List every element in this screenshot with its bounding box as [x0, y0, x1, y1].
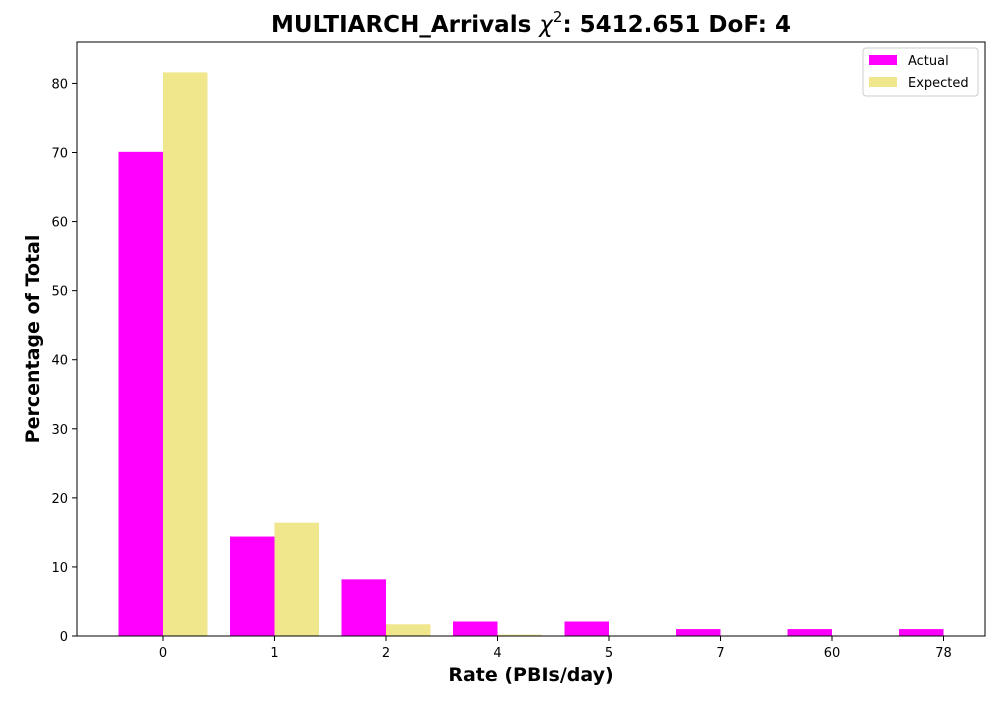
x-tick-label: 1	[270, 646, 278, 661]
bar-expected-0	[163, 72, 208, 636]
bar-actual-0	[118, 151, 163, 636]
legend-swatch-expected	[869, 77, 897, 87]
legend-label-actual: Actual	[908, 54, 949, 69]
bar-actual-4	[453, 621, 498, 636]
x-axis-label: Rate (PBIs/day)	[448, 664, 613, 686]
y-tick-label: 0	[60, 630, 68, 645]
legend-swatch-actual	[869, 55, 897, 65]
x-tick-label: 0	[159, 646, 167, 661]
y-tick-label: 40	[51, 354, 68, 369]
chart-title: MULTIARCH_Arrivals χ2: 5412.651 DoF: 4	[271, 8, 791, 38]
y-tick-label: 50	[51, 285, 68, 300]
y-axis-label: Percentage of Total	[22, 235, 44, 444]
bar-actual-60	[787, 629, 832, 636]
x-tick-label: 2	[382, 646, 390, 661]
bar-actual-5	[564, 621, 609, 636]
plot-frame	[76, 41, 986, 637]
x-tick-label: 78	[935, 646, 952, 661]
bar-expected-4	[497, 634, 542, 636]
y-tick-label: 60	[51, 216, 68, 231]
bar-expected-2	[386, 624, 431, 636]
ticks-layer: 0 1 2 4 5 7 60 78 0 10 20 30 40 50 60 70 80	[51, 77, 951, 661]
x-tick-label: 4	[493, 646, 501, 661]
y-tick-label: 10	[51, 561, 68, 576]
y-tick-label: 20	[51, 492, 68, 507]
y-tick-label: 30	[51, 423, 68, 438]
bar-actual-78	[899, 629, 944, 636]
bar-expected-1	[274, 522, 319, 636]
bar-actual-1	[230, 536, 275, 636]
bar-actual-7	[676, 629, 721, 636]
y-tick-label: 70	[51, 147, 68, 162]
y-tick-label: 80	[51, 77, 68, 92]
bars-layer	[118, 72, 944, 636]
legend-label-expected: Expected	[908, 76, 969, 91]
x-tick-label: 5	[605, 646, 613, 661]
legend: Actual Expected	[862, 47, 979, 97]
x-tick-label: 60	[824, 646, 841, 661]
x-tick-label: 7	[716, 646, 724, 661]
bar-actual-2	[341, 579, 386, 636]
